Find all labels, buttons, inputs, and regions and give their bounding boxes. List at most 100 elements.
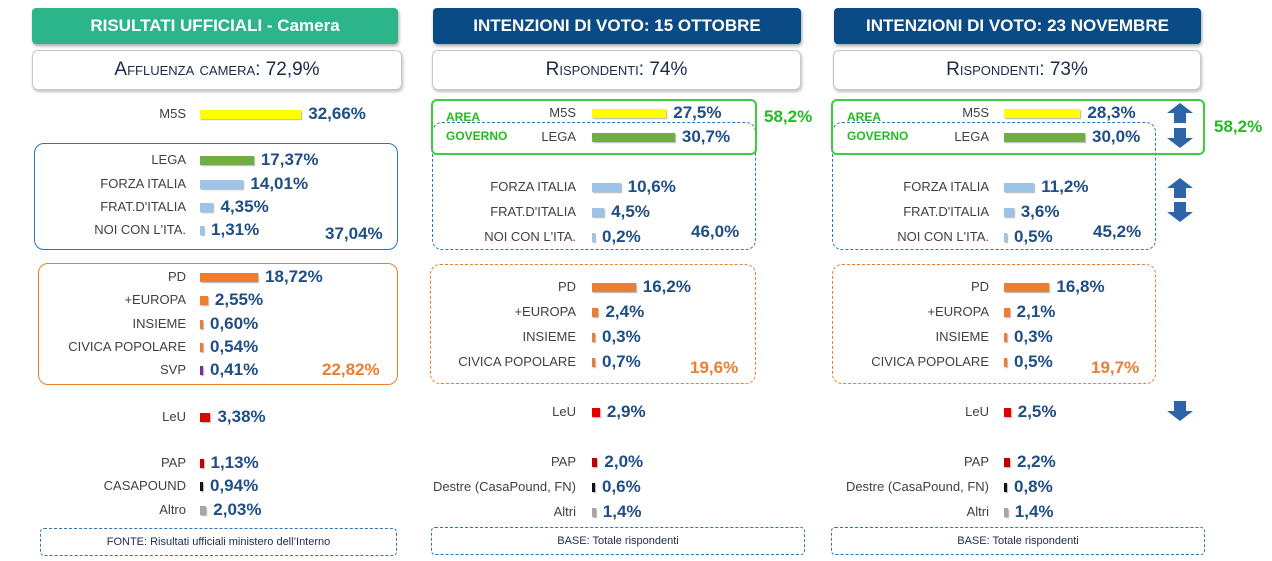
panel2-header: INTENZIONI DI VOTO: 15 OTTOBRE xyxy=(433,8,801,44)
panel1-altro-value: 2,03% xyxy=(213,500,262,519)
panel3-pd-value: 16,8% xyxy=(1056,277,1105,296)
panel2-forza-italia-value: 10,6% xyxy=(627,177,676,196)
panel2-csx-total: 19,6% xyxy=(690,358,739,377)
panel2-civica-popolare-value: 0,7% xyxy=(602,352,641,371)
panel1-subtitle: Affluenza camera: 72,9% xyxy=(32,50,402,90)
panel1-civica-popolare-label: CIVICA POPOLARE xyxy=(68,339,186,354)
panel2-frat-d-italia-bar xyxy=(592,208,605,217)
panel1-casapound-label: CASAPOUND xyxy=(103,478,186,493)
panel2-europa-label: +EUROPA xyxy=(514,304,576,319)
panel2-governo-label: GOVERNO xyxy=(446,129,508,143)
panel1-cdx-box xyxy=(34,143,398,250)
panel1-svp-bar xyxy=(200,366,203,375)
panel2-cdx-total: 46,0% xyxy=(691,222,740,241)
panel3-area-governo-box xyxy=(831,99,1205,155)
panel1-civica-popolare-bar xyxy=(200,343,203,352)
panel2-leu-label: LeU xyxy=(552,404,576,419)
panel1-footer: FONTE: Risultati ufficiali ministero del… xyxy=(40,528,397,556)
panel3-insieme-label: INSIEME xyxy=(935,329,989,344)
panel3-leu-value: 2,5% xyxy=(1017,402,1057,421)
panel3-destre-casapound-fn-value: 0,8% xyxy=(1014,477,1053,496)
panel3-destre-casapound-fn-bar xyxy=(1004,483,1007,492)
panel1-noi-con-l-ita-value: 1,31% xyxy=(211,220,260,239)
panel2-pap-value: 2,0% xyxy=(604,452,644,471)
panel2-csx-box xyxy=(430,264,756,384)
panel3-m5s-label: M5S xyxy=(962,105,989,120)
panel1-forza-italia-label: FORZA ITALIA xyxy=(100,176,186,191)
panel2-m5s-value: 27,5% xyxy=(673,103,722,122)
panel1-altro-bar xyxy=(200,506,207,515)
panel1-svp-label: SVP xyxy=(159,362,186,377)
panel1-europa-value: 2,55% xyxy=(214,290,264,309)
panel3-subtitle: Rispondenti: 73% xyxy=(833,50,1201,90)
panel3-altri-value: 1,4% xyxy=(1014,502,1054,521)
panel1-altro-label: Altro xyxy=(159,502,186,517)
panel3-governo-label: GOVERNO xyxy=(847,129,909,143)
panel2-civica-popolare-bar xyxy=(592,358,595,367)
panel3-civica-popolare-value: 0,5% xyxy=(1014,352,1053,371)
panel3-insieme-value: 0,3% xyxy=(1014,327,1053,346)
panel3-area-total: 58,2% xyxy=(1214,117,1263,136)
panel1-pd-label: PD xyxy=(167,269,186,284)
panel3-area-label: AREA xyxy=(847,110,882,124)
panel2-leu-value: 2,9% xyxy=(606,402,646,421)
panel2-frat-d-italia-value: 4,5% xyxy=(611,202,650,221)
panel2-insieme-bar xyxy=(592,333,595,342)
panel3-pd-bar xyxy=(1004,283,1050,292)
panel1-pd-bar xyxy=(200,273,259,282)
panel2-pap-bar xyxy=(592,458,598,467)
panel1-pap-value: 1,13% xyxy=(210,453,259,472)
panel1-insieme-bar xyxy=(200,320,203,329)
panel2-lega-label: LEGA xyxy=(541,129,576,144)
panel3-noi-con-l-ita-label: NOI CON L'ITA. xyxy=(897,229,989,244)
panel2-area-total: 58,2% xyxy=(764,107,813,126)
panel3-forza-italia-label: FORZA ITALIA xyxy=(903,179,989,194)
panel2-area-label: AREA xyxy=(446,110,481,124)
panel1-csx-box xyxy=(38,263,398,385)
panel1-lega-value: 17,37% xyxy=(260,150,319,169)
panel1-noi-con-l-ita-bar xyxy=(200,226,205,235)
panel2-noi-con-l-ita-value: 0,2% xyxy=(602,227,641,246)
panel3-europa-bar xyxy=(1004,308,1010,317)
panel2-frat-d-italia-label: FRAT.D'ITALIA xyxy=(490,204,576,219)
panel1-casapound-value: 0,94% xyxy=(210,476,259,495)
panel2-insieme-label: INSIEME xyxy=(522,329,576,344)
lega-down-arrow-icon xyxy=(1167,128,1193,148)
panel2-forza-italia-bar xyxy=(592,183,621,192)
panel1-leu-bar xyxy=(200,413,211,422)
panel1-frat-d-italia-label: FRAT.D'ITALIA xyxy=(100,199,186,214)
panel3-leu-bar xyxy=(1004,408,1011,417)
panel1-insieme-value: 0,60% xyxy=(210,314,259,333)
panel2-noi-con-l-ita-bar xyxy=(592,233,595,242)
panel2-m5s-label: M5S xyxy=(549,105,576,120)
panel3-lega-value: 30,0% xyxy=(1092,127,1141,146)
panel3-header: INTENZIONI DI VOTO: 23 NOVEMBRE xyxy=(834,8,1201,44)
panel3-m5s-bar xyxy=(1004,109,1081,118)
panel2-altri-label: Altri xyxy=(553,504,576,519)
panel1-noi-con-l-ita-label: NOI CON L'ITA. xyxy=(94,222,186,237)
panel1-pap-label: PAP xyxy=(160,455,186,470)
panel1-m5s-label: M5S xyxy=(159,106,186,121)
panel2-altri-bar xyxy=(592,508,596,517)
panel3-lega-bar xyxy=(1004,133,1085,142)
panel3-altri-bar xyxy=(1004,508,1008,517)
panel3-noi-con-l-ita-bar xyxy=(1004,233,1007,242)
panel3-pap-value: 2,2% xyxy=(1016,452,1056,471)
panel3-footer: BASE: Totale rispondenti xyxy=(831,527,1205,555)
panel1-pap-bar xyxy=(200,459,204,468)
panel3-pd-label: PD xyxy=(970,279,989,294)
panel2-altri-value: 1,4% xyxy=(602,502,642,521)
panel3-pap-label: PAP xyxy=(963,454,989,469)
panel1-svp-value: 0,41% xyxy=(210,360,259,379)
panel3-civica-popolare-bar xyxy=(1004,358,1007,367)
panel3-insieme-bar xyxy=(1004,333,1007,342)
panel1-lega-label: LEGA xyxy=(151,152,186,167)
panel2-insieme-value: 0,3% xyxy=(602,327,641,346)
panel3-lega-label: LEGA xyxy=(954,129,989,144)
panel2-footer: BASE: Totale rispondenti xyxy=(431,527,805,555)
panel3-noi-con-l-ita-value: 0,5% xyxy=(1014,227,1053,246)
panel2-subtitle: Rispondenti: 74% xyxy=(432,50,801,90)
panel1-leu-value: 3,38% xyxy=(217,407,266,426)
panel3-europa-label: +EUROPA xyxy=(927,304,989,319)
panel2-lega-bar xyxy=(592,133,675,142)
